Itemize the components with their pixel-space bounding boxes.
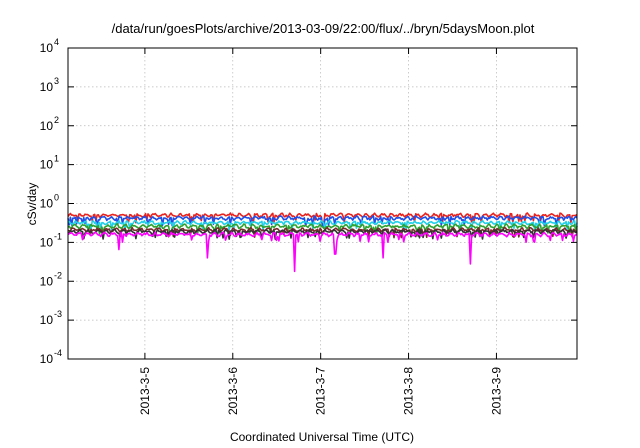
- y-tick-exponent: 2: [54, 115, 59, 125]
- series-group: [67, 212, 578, 273]
- grid: [68, 48, 577, 359]
- x-tick-label: 2013-3-9: [489, 367, 503, 415]
- y-tick-exponent: 1: [54, 154, 59, 164]
- y-tick-exponent: 3: [54, 76, 59, 86]
- y-tick-exponent: -2: [54, 270, 62, 280]
- y-tick-label: 10: [40, 119, 54, 133]
- y-axis-label: cSv/day: [25, 183, 39, 226]
- y-tick-label: 10: [40, 352, 54, 366]
- y-tick-exponent: 4: [54, 37, 59, 47]
- y-tick-exponent: 0: [54, 193, 59, 203]
- x-tick-label: 2013-3-5: [138, 367, 152, 415]
- y-tick-label: 10: [40, 235, 54, 249]
- y-tick-label: 10: [40, 197, 54, 211]
- y-tick-label: 10: [40, 158, 54, 172]
- y-tick-label: 10: [40, 80, 54, 94]
- y-tick-exponent: -1: [54, 231, 62, 241]
- x-tick-label: 2013-3-8: [402, 367, 416, 415]
- x-axis-label: Coordinated Universal Time (UTC): [230, 430, 414, 444]
- x-tick-label: 2013-3-7: [314, 367, 328, 415]
- series-line: [67, 219, 578, 232]
- series-line: [67, 231, 578, 273]
- x-tick-labels: 2013-3-5 2013-3-6 2013-3-7 2013-3-8 2013-3-9: [138, 367, 504, 415]
- y-tick-label: 10: [40, 313, 54, 327]
- y-tick-label: 10: [40, 274, 54, 288]
- y-tick-label: 10: [40, 41, 54, 55]
- chart-title: /data/run/goesPlots/archive/2013-03-09/2…: [112, 21, 535, 36]
- x-tick-label: 2013-3-6: [226, 367, 240, 415]
- ticks: [68, 47, 577, 360]
- y-tick-exponent: -4: [54, 348, 62, 358]
- series-line: [67, 223, 578, 235]
- y-tick-exponent: -3: [54, 309, 62, 319]
